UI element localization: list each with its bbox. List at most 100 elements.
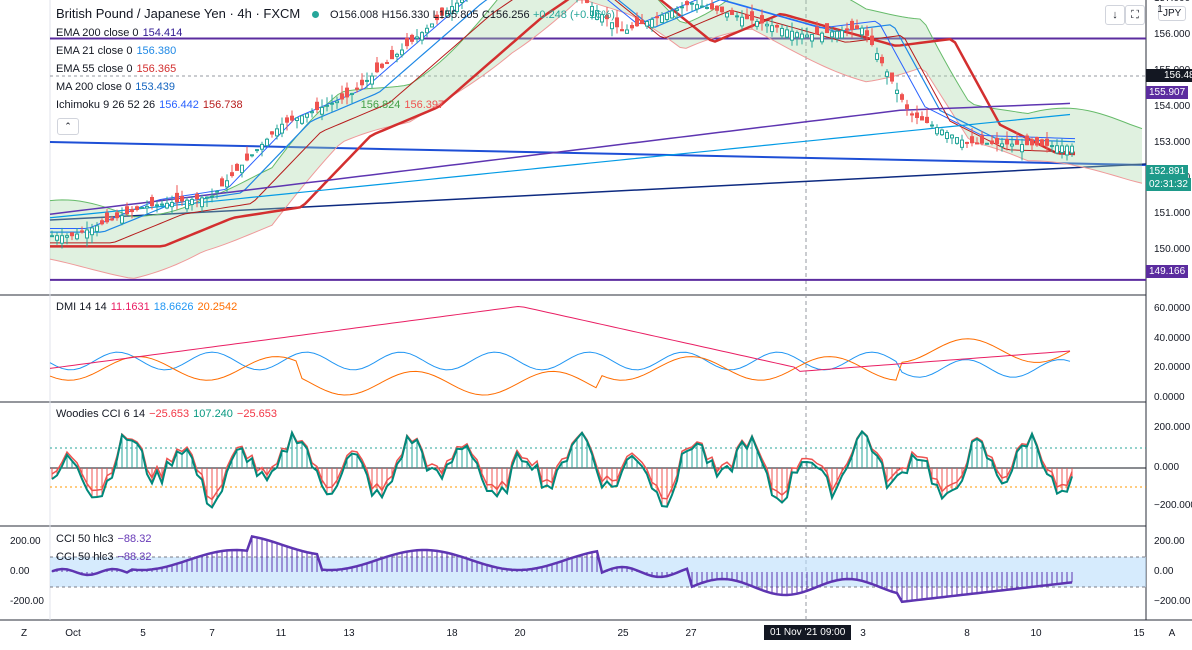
candle-body (590, 5, 594, 16)
legend-row[interactable]: Woodies CCI 6 14 −25.653 107.240 −25.653 (56, 405, 277, 423)
candle-body (690, 2, 694, 5)
candle-body (185, 199, 189, 210)
candle-body (360, 79, 364, 86)
candle-body (110, 218, 114, 221)
candle-body (1045, 138, 1049, 146)
candle-body (920, 116, 924, 121)
legend-row[interactable]: CCI 50 hlc3 −88.32 (56, 548, 151, 566)
candle-body (965, 141, 969, 144)
legend-value: 107.240 (193, 408, 233, 420)
legend-value: 153.439 (135, 81, 175, 93)
legend-row[interactable]: DMI 14 14 11.1631 18.6626 20.2542 (56, 298, 237, 316)
candle-body (365, 79, 369, 82)
candle-body (210, 195, 214, 198)
candle-body (315, 101, 319, 111)
candle-body (815, 26, 819, 35)
candle-body (405, 37, 409, 47)
resistance-price-tag[interactable]: 155.907 (1146, 86, 1189, 99)
current-price-tag[interactable]: 156.481 (1146, 69, 1192, 82)
candle-body (230, 172, 234, 177)
candle-body (60, 235, 64, 244)
legend-label: Ichimoku 9 26 52 26 (56, 99, 156, 111)
support-price-tag[interactable]: 149.166 (1146, 265, 1189, 278)
candle-body (960, 139, 964, 148)
candle-body (170, 202, 174, 208)
arrow-down-icon[interactable]: ↓ (1105, 5, 1125, 25)
candle-body (225, 180, 229, 188)
legend-value: 156.824 (360, 99, 401, 111)
candle-body (1030, 139, 1034, 146)
legend-row[interactable]: Ichimoku 9 26 52 26 156.442 156.738 156.824… (56, 96, 444, 114)
time-axis-tick: 13 (343, 628, 355, 639)
candle-body (310, 111, 314, 114)
candle-body (905, 104, 909, 109)
candle-body (295, 117, 299, 121)
dmi-axis-tick: 60.0000 (1154, 303, 1191, 315)
candle-body (605, 15, 609, 20)
ichimoku-span-a (49, 0, 1143, 218)
timezone-icon[interactable]: Z (20, 628, 28, 639)
candle-body (620, 29, 624, 32)
candle-body (410, 34, 414, 42)
cci-legend-1: CCI 50 hlc3 −88.32 (56, 530, 151, 548)
collapse-legend-button[interactable]: ⌃ (57, 118, 79, 135)
candle-body (160, 203, 164, 206)
candle-body (440, 7, 444, 16)
candle-body (695, 4, 699, 10)
fullscreen-icon[interactable]: ⛶ (1125, 5, 1145, 25)
legend-value: 156.397 (404, 99, 445, 111)
candle-body (1055, 145, 1059, 154)
time-axis-tick: 3 (860, 628, 866, 639)
candle-body (945, 132, 949, 140)
candle-body (870, 35, 874, 45)
time-axis-tick: 8 (964, 628, 970, 639)
main-legend: EMA 200 close 0 154.414 EMA 21 close 0 156.… (56, 24, 444, 114)
candle-body (355, 87, 359, 90)
time-axis-tick: 5 (140, 628, 146, 639)
symbol-title[interactable]: British Pound / Japanese Yen · 4h · FXCM (56, 6, 301, 21)
candle-body (850, 20, 854, 30)
candle-body (325, 104, 329, 107)
price-axis-tick: 151.000 (1154, 208, 1191, 220)
candle-body (85, 229, 89, 239)
candle-body (680, 6, 684, 9)
woodies-legend: Woodies CCI 6 14 −25.653 107.240 −25.653 (56, 405, 277, 423)
candle-body (340, 93, 344, 100)
candle-body (845, 28, 849, 31)
auto-scale-button[interactable]: A (1168, 628, 1176, 639)
legend-row[interactable]: EMA 200 close 0 154.414 (56, 24, 444, 42)
cci-band (50, 557, 1146, 587)
currency-label[interactable]: JPY (1158, 6, 1187, 21)
candle-body (710, 3, 714, 10)
candle-body (880, 56, 884, 64)
candle-body (300, 115, 304, 124)
candle-body (675, 8, 679, 11)
candle-body (645, 21, 649, 27)
legend-row[interactable]: EMA 21 close 0 156.380 (56, 42, 444, 60)
legend-row[interactable]: EMA 55 close 0 156.365 (56, 60, 444, 78)
candle-body (245, 153, 249, 161)
high-value: H156.330 (381, 9, 430, 21)
dmi-minus-line (49, 338, 1071, 396)
candle-body (1020, 144, 1024, 153)
candle-body (1035, 137, 1039, 146)
candle-body (765, 23, 769, 27)
candle-body (885, 71, 889, 77)
legend-label: EMA 55 close 0 (56, 63, 133, 75)
legend-row[interactable]: MA 200 close 0 153.439 (56, 78, 444, 96)
cci-left-axis-tick: 0.00 (10, 566, 30, 577)
candle-body (720, 6, 724, 13)
candle-body (600, 14, 604, 23)
cci-pane (50, 535, 1146, 604)
candle-body (630, 24, 634, 29)
candle-body (715, 5, 719, 11)
candle-body (435, 14, 439, 21)
legend-value: 156.380 (136, 45, 177, 57)
candle-body (910, 113, 914, 116)
legend-value: 11.1631 (110, 301, 150, 313)
candle-body (825, 23, 829, 34)
legend-row[interactable]: CCI 50 hlc3 −88.32 (56, 530, 151, 548)
candle-body (1025, 135, 1029, 146)
candle-body (415, 36, 419, 39)
